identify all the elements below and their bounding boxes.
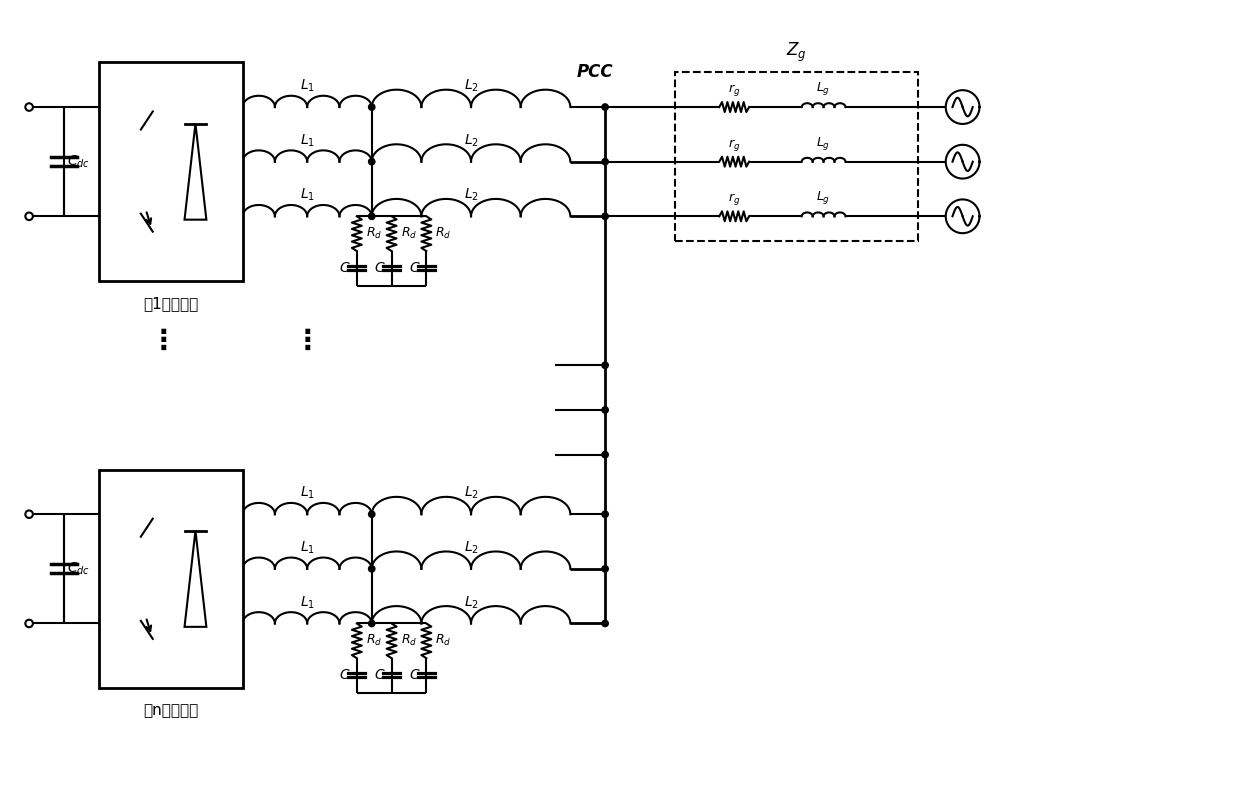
Circle shape [368,566,374,572]
Text: $C$: $C$ [374,668,386,682]
Text: $L_g$: $L_g$ [816,80,831,97]
Text: $C$: $C$ [340,261,351,275]
Text: $L_1$: $L_1$ [300,539,315,556]
Text: $R_d$: $R_d$ [435,634,451,648]
Bar [99,62,243,281]
Text: ⋮: ⋮ [149,327,177,354]
Circle shape [601,566,609,572]
Text: $L_2$: $L_2$ [464,594,479,610]
Text: $R_d$: $R_d$ [366,634,382,648]
Circle shape [601,104,609,110]
Text: 第1台逆变器: 第1台逆变器 [143,295,198,311]
Text: $L_2$: $L_2$ [464,78,479,94]
Circle shape [368,213,374,220]
Text: $R_d$: $R_d$ [401,634,417,648]
Text: $L_2$: $L_2$ [464,132,479,149]
Text: $L_1$: $L_1$ [300,132,315,149]
Text: $C$: $C$ [409,261,420,275]
Text: $r_g$: $r_g$ [728,82,740,98]
Text: $L_2$: $L_2$ [464,539,479,556]
Text: $r_g$: $r_g$ [728,192,740,208]
Circle shape [368,104,374,110]
Text: $C$: $C$ [340,668,351,682]
Text: $R_d$: $R_d$ [435,226,451,241]
Text: $L_g$: $L_g$ [816,134,831,152]
Text: $L_2$: $L_2$ [464,485,479,502]
Circle shape [601,213,609,220]
Circle shape [601,159,609,165]
Circle shape [601,511,609,518]
Text: $r_g$: $r_g$ [728,137,740,153]
Text: $C_{dc}$: $C_{dc}$ [67,154,91,170]
Circle shape [368,511,374,518]
Text: $C$: $C$ [409,668,420,682]
Circle shape [368,159,374,165]
Text: ⋮: ⋮ [294,327,321,354]
Text: $R_d$: $R_d$ [401,226,417,241]
Text: $L_1$: $L_1$ [300,485,315,502]
Text: $Z_g$: $Z_g$ [786,41,806,64]
Text: $L_g$: $L_g$ [816,189,831,206]
Circle shape [601,452,609,458]
Circle shape [601,621,609,626]
Text: $L_1$: $L_1$ [300,594,315,610]
Text: PCC: PCC [577,64,614,81]
Circle shape [368,621,374,626]
Bar [675,72,918,242]
Text: $L_1$: $L_1$ [300,78,315,94]
Circle shape [601,362,609,369]
Bar [99,469,243,688]
Text: $R_d$: $R_d$ [366,226,382,241]
Text: $L_1$: $L_1$ [300,187,315,204]
Circle shape [601,407,609,413]
Text: $L_2$: $L_2$ [464,187,479,204]
Text: 第n台逆变器: 第n台逆变器 [143,703,198,718]
Text: $C$: $C$ [374,261,386,275]
Text: $C_{dc}$: $C_{dc}$ [67,560,91,577]
